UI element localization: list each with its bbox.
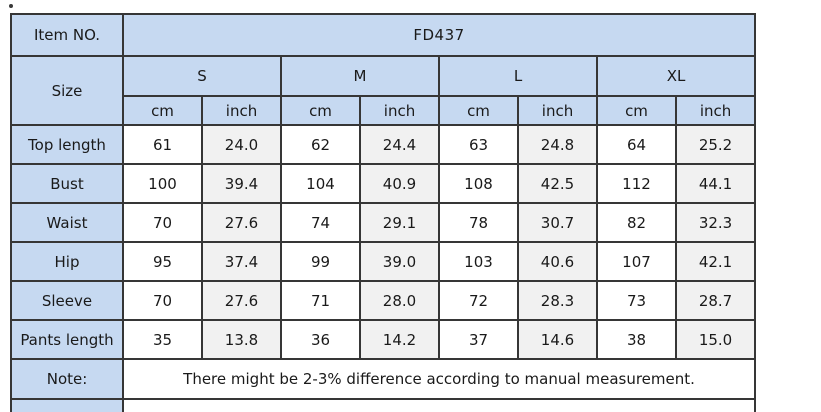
cell-value: 39.0 [359, 241, 440, 282]
cell-value: 73 [596, 280, 677, 321]
item-row: Item NO. FD437 [10, 13, 757, 57]
size-label: Size [10, 55, 124, 126]
cell-value: 70 [122, 280, 203, 321]
units-row: cm inch cm inch cm inch cm inch [11, 95, 757, 126]
table-row: Pants length 35 13.8 36 14.2 37 14.6 38 … [10, 319, 757, 360]
cell-value: 37 [438, 319, 519, 360]
cell-value: 112 [596, 163, 677, 204]
cell-value: 64 [596, 124, 677, 165]
cell-value: 15.0 [674, 319, 757, 360]
unit-inch-header: inch [517, 95, 598, 126]
note-label: Note: [10, 358, 124, 400]
cell-value: 24.0 [201, 124, 282, 165]
cell-value: 95 [122, 241, 203, 282]
cell-value: 40.9 [359, 163, 440, 204]
size-xl-header: XL [595, 55, 757, 97]
clipped-label-cell [10, 398, 124, 412]
cell-value: 13.8 [201, 319, 282, 360]
clipped-partial-row [10, 398, 757, 412]
unit-inch-header: inch [674, 95, 757, 126]
cell-value: 25.2 [674, 124, 757, 165]
cell-value: 35 [122, 319, 203, 360]
clipped-body-cell [121, 398, 757, 412]
cell-value: 107 [596, 241, 677, 282]
cell-value: 24.8 [517, 124, 598, 165]
cell-value: 28.3 [517, 280, 598, 321]
cell-value: 36 [280, 319, 361, 360]
note-text: There might be 2-3% difference according… [121, 358, 757, 400]
cell-value: 42.5 [517, 163, 598, 204]
table-row: Sleeve 70 27.6 71 28.0 72 28.3 73 28.7 [10, 280, 757, 321]
cell-value: 74 [280, 202, 361, 243]
cell-value: 62 [280, 124, 361, 165]
cell-value: 32.3 [674, 202, 757, 243]
cell-value: 30.7 [517, 202, 598, 243]
unit-inch-header: inch [201, 95, 282, 126]
bullet-dot [9, 4, 13, 8]
cell-value: 28.7 [674, 280, 757, 321]
cell-value: 100 [122, 163, 203, 204]
cell-value: 14.2 [359, 319, 440, 360]
item-no-value: FD437 [121, 13, 757, 57]
cell-value: 28.0 [359, 280, 440, 321]
cell-value: 72 [438, 280, 519, 321]
cell-value: 104 [280, 163, 361, 204]
cell-value: 61 [122, 124, 203, 165]
size-s-header: S [122, 55, 282, 97]
cell-value: 63 [438, 124, 519, 165]
note-row: Note: There might be 2-3% difference acc… [10, 358, 757, 400]
table-row: Bust 100 39.4 104 40.9 108 42.5 112 44.1 [10, 163, 757, 204]
row-label: Top length [10, 124, 124, 165]
cell-value: 14.6 [517, 319, 598, 360]
cell-value: 27.6 [201, 280, 282, 321]
unit-cm-header: cm [596, 95, 677, 126]
cell-value: 27.6 [201, 202, 282, 243]
item-no-label: Item NO. [10, 13, 124, 57]
row-label: Hip [10, 241, 124, 282]
row-label: Sleeve [10, 280, 124, 321]
cell-value: 24.4 [359, 124, 440, 165]
cell-value: 40.6 [517, 241, 598, 282]
cell-value: 103 [438, 241, 519, 282]
cell-value: 70 [122, 202, 203, 243]
row-label: Pants length [10, 319, 124, 360]
cell-value: 108 [438, 163, 519, 204]
cell-value: 37.4 [201, 241, 282, 282]
cell-value: 29.1 [359, 202, 440, 243]
unit-inch-header: inch [359, 95, 440, 126]
sizes-row: Size S M L XL [10, 55, 757, 126]
table-row: Waist 70 27.6 74 29.1 78 30.7 82 32.3 [10, 202, 757, 243]
cell-value: 38 [596, 319, 677, 360]
unit-cm-header: cm [122, 95, 203, 126]
cell-value: 39.4 [201, 163, 282, 204]
cell-value: 42.1 [674, 241, 757, 282]
unit-cm-header: cm [280, 95, 361, 126]
cell-value: 44.1 [674, 163, 757, 204]
row-label: Waist [10, 202, 124, 243]
row-label: Bust [10, 163, 124, 204]
cell-value: 71 [280, 280, 361, 321]
table-row: Top length 61 24.0 62 24.4 63 24.8 64 25… [10, 124, 757, 165]
table-row: Hip 95 37.4 99 39.0 103 40.6 107 42.1 [10, 241, 757, 282]
cell-value: 82 [596, 202, 677, 243]
size-m-header: M [280, 55, 440, 97]
size-chart-table: Item NO. FD437 Size S M L XL cm inch cm … [10, 13, 757, 412]
unit-cm-header: cm [438, 95, 519, 126]
size-l-header: L [438, 55, 598, 97]
cell-value: 78 [438, 202, 519, 243]
cell-value: 99 [280, 241, 361, 282]
